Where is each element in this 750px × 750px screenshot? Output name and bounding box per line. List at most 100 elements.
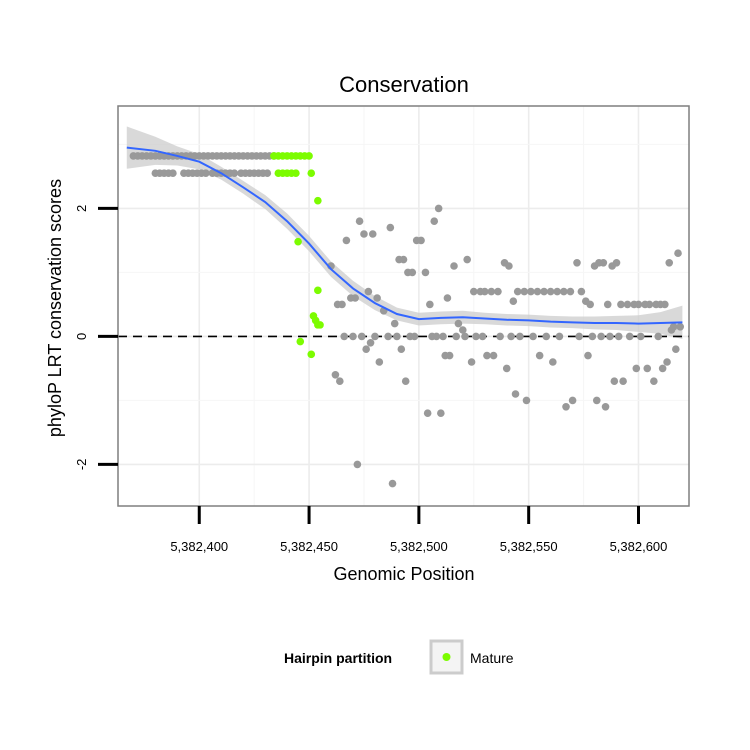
legend-label-mature: Mature [470,650,514,666]
point-other [432,332,441,341]
point-other [230,169,239,177]
point-other [489,351,498,360]
point-other [450,262,458,270]
point-other [597,332,605,341]
point-other [366,339,375,347]
point-other [610,377,619,386]
y-tick-label: 0 [74,333,89,340]
point-other [509,297,518,306]
point-other [577,287,586,296]
point-other [487,287,496,296]
point-other [507,332,515,341]
confidence-ribbon [126,126,683,339]
points-layer [129,152,685,488]
point-other [606,332,614,341]
point-other [674,249,682,257]
point-mature [296,337,305,346]
point-other [676,323,685,331]
point-other [636,332,645,341]
point-other [586,300,594,309]
point-other [371,332,379,341]
point-other [469,287,478,296]
legend-mature-swatch [442,653,451,661]
x-tick-label: 5,382,600 [610,539,668,554]
point-other [513,287,522,296]
y-tick-label: -2 [74,459,89,471]
point-other [349,332,357,341]
point-other [502,364,511,373]
point-other [384,332,392,341]
point-other [452,332,461,341]
point-other [542,332,551,341]
point-other [535,351,544,360]
point-other [390,319,399,328]
y-tick-label: 2 [74,205,89,212]
point-other [632,364,641,373]
point-other [393,332,401,341]
point-other [445,351,454,360]
plot-panel-border [117,105,690,507]
point-other [437,409,445,418]
x-tick-label: 5,382,500 [390,539,448,554]
point-other [625,332,634,341]
point-other [665,259,674,267]
point-other [430,217,439,225]
point-other [368,230,377,238]
point-other [522,396,531,405]
point-other [397,345,406,354]
point-other [364,287,373,296]
point-other [654,332,663,341]
point-mature [316,321,324,329]
point-other [410,332,419,341]
point-other [458,326,467,334]
point-other [575,332,583,341]
point-other [527,287,535,296]
point-other [661,300,669,309]
point-other [612,259,621,267]
point-other [386,223,395,232]
point-other [478,332,487,341]
point-other [342,236,351,245]
y-axis: -2 0 2 [74,205,118,470]
point-other [353,460,362,469]
point-other [202,169,210,177]
point-other [599,259,608,267]
point-other [483,351,491,360]
point-other [560,287,568,296]
point-other [667,326,676,334]
point-other [584,351,592,360]
point-other [362,345,370,354]
point-other [434,204,443,213]
point-other [443,294,452,302]
point-other [408,268,417,277]
x-axis: 5,382,400 5,382,450 5,382,500 5,382,550 5,38… [170,506,667,554]
point-other [461,332,469,341]
legend-key-box [429,639,464,675]
point-other [355,217,364,225]
point-other [357,332,366,341]
chart-title: Conservation [339,72,469,97]
point-other [336,377,344,386]
point-other [573,259,581,267]
point-other [619,377,627,386]
point-other [496,332,504,341]
point-other [568,396,577,405]
point-other [672,345,680,354]
point-other [553,287,562,296]
point-other [617,300,625,309]
point-other [467,358,476,366]
point-other [169,169,177,177]
point-other [546,287,555,296]
point-other [555,332,564,341]
point-other [588,332,597,341]
point-other [338,300,346,309]
point-other [388,479,397,488]
point-other [529,332,537,341]
y-axis-title: phyloP LRT conservation scores [45,179,65,437]
point-mature [307,350,316,359]
point-other [634,300,643,309]
x-axis-title: Genomic Position [333,564,474,584]
point-other [417,236,425,245]
point-other [643,364,652,373]
